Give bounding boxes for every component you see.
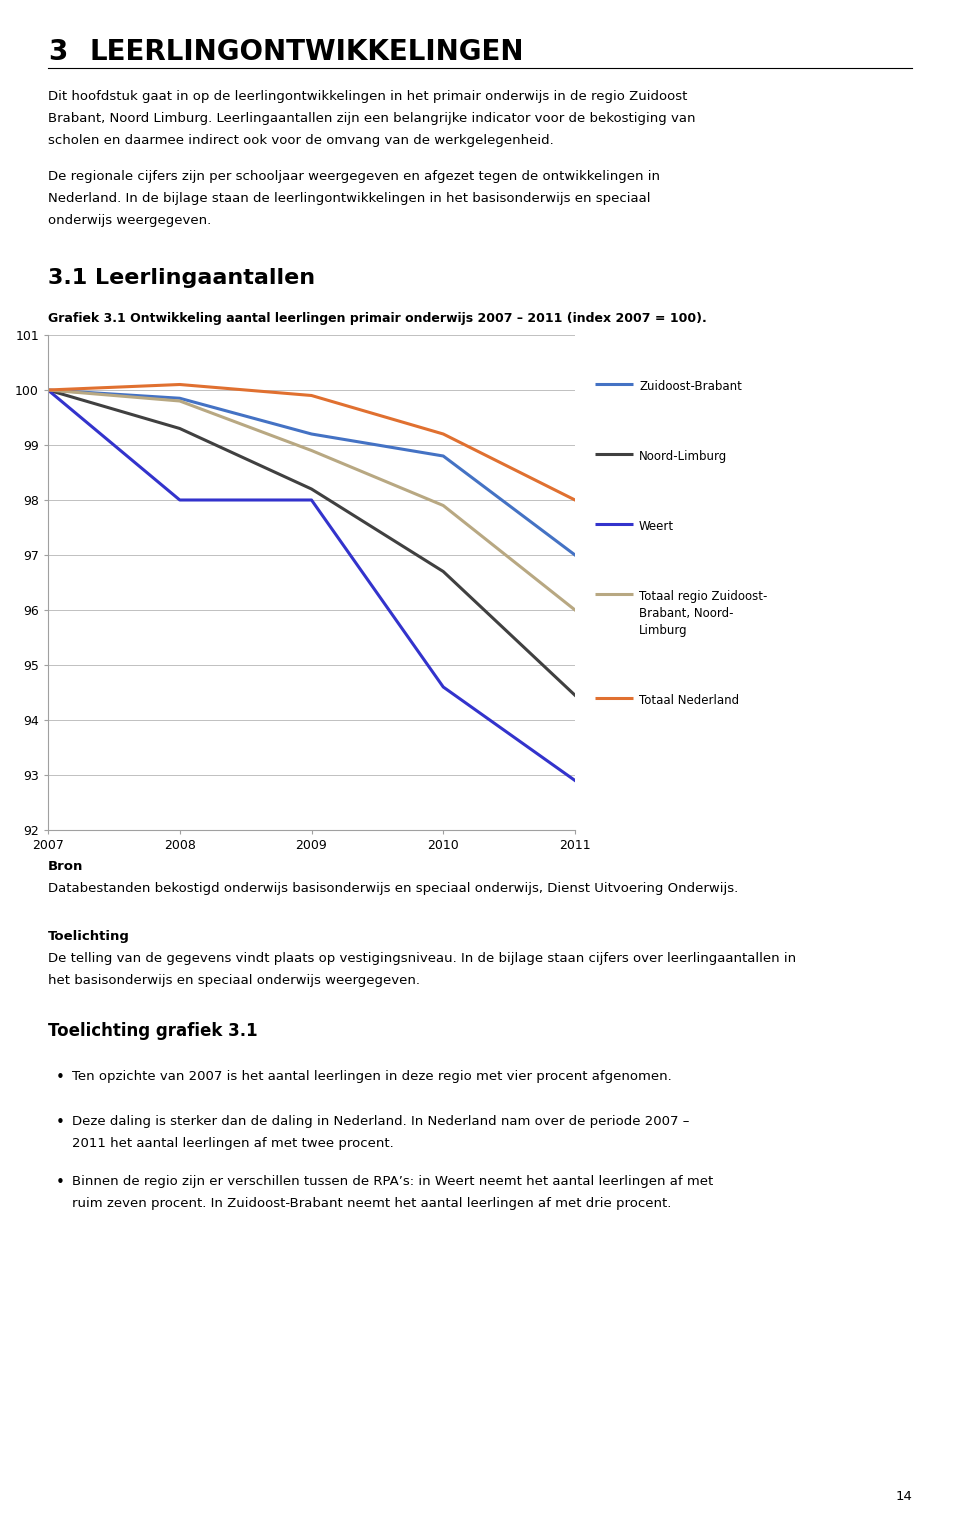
Text: Brabant, Noord-: Brabant, Noord- xyxy=(639,608,733,620)
Text: Nederland. In de bijlage staan de leerlingontwikkelingen in het basisonderwijs e: Nederland. In de bijlage staan de leerli… xyxy=(48,192,651,205)
Text: Toelichting: Toelichting xyxy=(48,930,130,942)
Text: De telling van de gegevens vindt plaats op vestigingsniveau. In de bijlage staan: De telling van de gegevens vindt plaats … xyxy=(48,951,796,965)
Text: Binnen de regio zijn er verschillen tussen de RPA’s: in Weert neemt het aantal l: Binnen de regio zijn er verschillen tuss… xyxy=(72,1176,713,1188)
Text: Brabant, Noord Limburg. Leerlingaantallen zijn een belangrijke indicator voor de: Brabant, Noord Limburg. Leerlingaantalle… xyxy=(48,112,695,126)
Text: 3.1 Leerlingaantallen: 3.1 Leerlingaantallen xyxy=(48,268,315,288)
Text: Limburg: Limburg xyxy=(639,624,687,636)
Text: LEERLINGONTWIKKELINGEN: LEERLINGONTWIKKELINGEN xyxy=(90,38,524,67)
Text: Ten opzichte van 2007 is het aantal leerlingen in deze regio met vier procent af: Ten opzichte van 2007 is het aantal leer… xyxy=(72,1070,672,1083)
Text: Databestanden bekostigd onderwijs basisonderwijs en speciaal onderwijs, Dienst U: Databestanden bekostigd onderwijs basiso… xyxy=(48,882,738,895)
Text: 2011 het aantal leerlingen af met twee procent.: 2011 het aantal leerlingen af met twee p… xyxy=(72,1136,394,1150)
Text: Noord-Limburg: Noord-Limburg xyxy=(639,450,728,464)
Text: Totaal Nederland: Totaal Nederland xyxy=(639,694,739,708)
Text: •: • xyxy=(56,1115,65,1130)
Text: Grafiek 3.1 Ontwikkeling aantal leerlingen primair onderwijs 2007 – 2011 (index : Grafiek 3.1 Ontwikkeling aantal leerling… xyxy=(48,312,707,326)
Text: Dit hoofdstuk gaat in op de leerlingontwikkelingen in het primair onderwijs in d: Dit hoofdstuk gaat in op de leerlingontw… xyxy=(48,89,687,103)
Text: Bron: Bron xyxy=(48,861,84,873)
Text: Zuidoost-Brabant: Zuidoost-Brabant xyxy=(639,380,742,392)
Text: Deze daling is sterker dan de daling in Nederland. In Nederland nam over de peri: Deze daling is sterker dan de daling in … xyxy=(72,1115,689,1129)
Text: De regionale cijfers zijn per schooljaar weergegeven en afgezet tegen de ontwikk: De regionale cijfers zijn per schooljaar… xyxy=(48,170,660,183)
Text: scholen en daarmee indirect ook voor de omvang van de werkgelegenheid.: scholen en daarmee indirect ook voor de … xyxy=(48,133,554,147)
Text: onderwijs weergegeven.: onderwijs weergegeven. xyxy=(48,214,211,227)
Text: •: • xyxy=(56,1176,65,1189)
Text: 3: 3 xyxy=(48,38,67,67)
Text: Totaal regio Zuidoost-: Totaal regio Zuidoost- xyxy=(639,589,767,603)
Text: •: • xyxy=(56,1070,65,1085)
Text: 14: 14 xyxy=(895,1489,912,1503)
Text: het basisonderwijs en speciaal onderwijs weergegeven.: het basisonderwijs en speciaal onderwijs… xyxy=(48,974,420,986)
Text: Weert: Weert xyxy=(639,520,674,533)
Text: ruim zeven procent. In Zuidoost-Brabant neemt het aantal leerlingen af met drie : ruim zeven procent. In Zuidoost-Brabant … xyxy=(72,1197,671,1210)
Text: Toelichting grafiek 3.1: Toelichting grafiek 3.1 xyxy=(48,1023,257,1039)
